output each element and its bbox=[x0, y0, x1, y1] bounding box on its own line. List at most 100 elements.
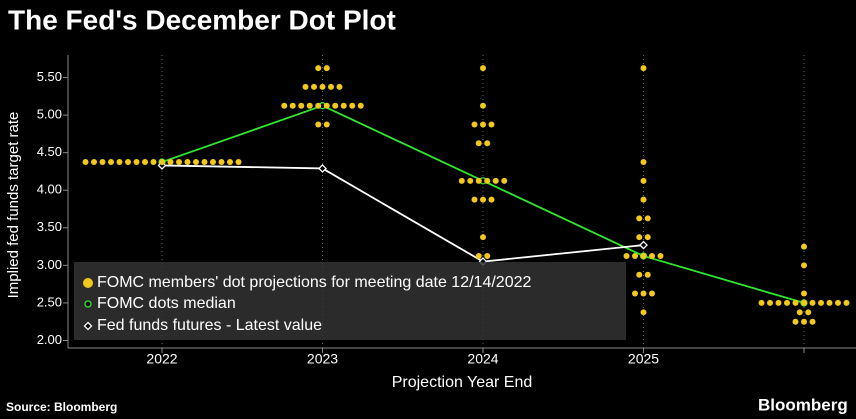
chart-title: The Fed's December Dot Plot bbox=[8, 4, 396, 35]
dot bbox=[142, 159, 148, 166]
dot bbox=[640, 177, 647, 184]
dot bbox=[636, 215, 643, 222]
x-tick-label: 2025 bbox=[628, 351, 659, 367]
dot bbox=[323, 121, 330, 128]
dot bbox=[323, 102, 330, 109]
dot bbox=[801, 318, 807, 325]
dot bbox=[340, 102, 347, 109]
dot bbox=[471, 121, 478, 128]
dot bbox=[315, 121, 322, 128]
dot bbox=[488, 196, 495, 203]
dot bbox=[640, 309, 647, 316]
dot bbox=[484, 252, 491, 259]
dot bbox=[484, 177, 491, 184]
legend: FOMC members' dot projections for meetin… bbox=[83, 274, 531, 334]
dot bbox=[210, 159, 216, 166]
dot bbox=[167, 159, 174, 166]
x-tick-label: 2024 bbox=[467, 351, 498, 367]
dot bbox=[471, 196, 478, 203]
brand: Bloomberg bbox=[758, 395, 848, 414]
dot bbox=[809, 318, 816, 325]
dot bbox=[805, 309, 812, 316]
dot bbox=[99, 159, 106, 166]
dot bbox=[289, 102, 296, 109]
dot bbox=[458, 177, 465, 184]
dot bbox=[801, 262, 807, 269]
dot bbox=[644, 234, 651, 241]
source: Source: Bloomberg bbox=[6, 400, 117, 414]
dot bbox=[193, 159, 199, 166]
x-tick-label: 2022 bbox=[146, 351, 177, 367]
dot bbox=[649, 290, 655, 297]
y-tick-label: 5.00 bbox=[37, 107, 62, 122]
dot bbox=[632, 290, 638, 297]
dot bbox=[767, 299, 773, 306]
dot bbox=[784, 299, 790, 306]
dot bbox=[201, 159, 208, 166]
dot bbox=[336, 83, 343, 90]
dot bbox=[328, 83, 334, 90]
dot bbox=[835, 299, 841, 306]
dot bbox=[492, 177, 499, 184]
dot bbox=[108, 159, 114, 166]
y-tick-label: 3.00 bbox=[37, 257, 62, 272]
y-tick-label: 5.50 bbox=[37, 69, 62, 84]
dot bbox=[227, 159, 233, 166]
dot bbox=[640, 196, 647, 203]
dot bbox=[649, 252, 655, 259]
legend-marker bbox=[83, 278, 93, 288]
dot bbox=[218, 159, 225, 166]
dot bbox=[632, 252, 638, 259]
dot bbox=[792, 299, 799, 306]
x-tick-label: 2023 bbox=[307, 351, 338, 367]
dot bbox=[775, 299, 782, 306]
legend-marker bbox=[83, 321, 93, 331]
dot bbox=[176, 159, 182, 166]
dot bbox=[306, 102, 313, 109]
dot bbox=[298, 102, 305, 109]
dot bbox=[357, 102, 364, 109]
dot bbox=[82, 159, 89, 166]
dot bbox=[475, 252, 482, 259]
dot bbox=[116, 159, 123, 166]
y-tick-label: 4.00 bbox=[37, 182, 62, 197]
legend-label: Fed funds futures - Latest value bbox=[97, 317, 322, 334]
dot bbox=[332, 102, 339, 109]
dot bbox=[644, 271, 651, 278]
dot bbox=[281, 102, 288, 109]
dot bbox=[636, 234, 643, 241]
dot bbox=[480, 102, 486, 109]
dot bbox=[644, 215, 651, 222]
futures-point bbox=[157, 161, 167, 170]
dot bbox=[640, 252, 647, 259]
dot bbox=[484, 140, 491, 147]
dot bbox=[475, 177, 482, 184]
y-axis-title: Implied fed funds target rate bbox=[5, 112, 22, 299]
dot bbox=[125, 159, 131, 166]
dot bbox=[623, 252, 630, 259]
dot bbox=[758, 299, 765, 306]
dot bbox=[475, 140, 482, 147]
dot bbox=[843, 299, 850, 306]
legend-label: FOMC members' dot projections for meetin… bbox=[97, 274, 531, 291]
x-axis-title: Projection Year End bbox=[392, 374, 533, 391]
legend-label: FOMC dots median bbox=[97, 295, 236, 312]
dot bbox=[640, 290, 647, 297]
dot bbox=[91, 159, 97, 166]
futures-point bbox=[318, 164, 327, 173]
dot bbox=[480, 234, 486, 241]
dot bbox=[801, 299, 807, 306]
y-tick-label: 2.00 bbox=[37, 332, 62, 347]
dot bbox=[133, 159, 140, 166]
dot bbox=[467, 177, 474, 184]
dot bbox=[311, 83, 317, 90]
dot bbox=[480, 196, 486, 203]
futures-point bbox=[639, 240, 648, 250]
dot bbox=[302, 83, 309, 90]
dot bbox=[480, 121, 486, 128]
legend-box bbox=[74, 262, 626, 340]
plot bbox=[82, 55, 850, 348]
dot bbox=[792, 318, 799, 325]
dot bbox=[235, 159, 242, 166]
